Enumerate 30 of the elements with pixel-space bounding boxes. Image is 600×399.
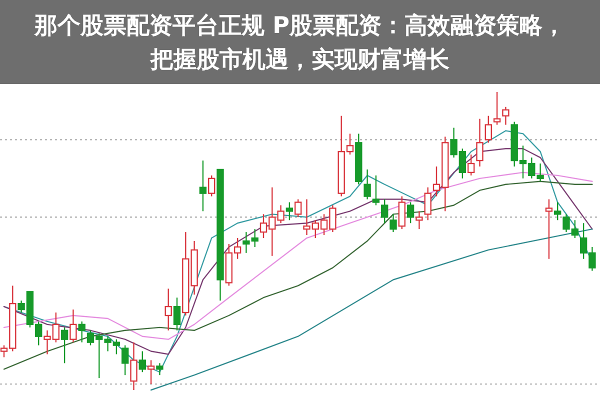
candlestick: [208, 174, 216, 197]
candlestick: [390, 214, 397, 233]
candlestick: [468, 154, 475, 176]
candlestick: [364, 168, 371, 200]
candlestick: [545, 198, 553, 260]
candlestick: [424, 186, 432, 221]
candlestick: [502, 106, 510, 126]
candlestick: [199, 160, 207, 212]
candlestick: [294, 198, 302, 218]
candlestick: [493, 91, 501, 126]
candlestick: [173, 297, 181, 331]
candlestick: [416, 210, 423, 230]
candlestick: [130, 342, 138, 391]
candlestick: [554, 202, 562, 221]
candlestick: [406, 202, 414, 224]
candlestick: [122, 344, 129, 376]
candlestick: [138, 350, 146, 373]
candlestick: [476, 118, 484, 168]
candlestick: [147, 360, 155, 385]
candlestick: [156, 362, 164, 376]
candlestick: [398, 196, 406, 230]
candlestick: [484, 115, 492, 144]
candlestick: [381, 198, 388, 224]
candlestick: [372, 174, 380, 206]
chart-title: 那个股票配资平台正规 P股票配资：高效融资策略，把握股市机遇，实现财富增长: [34, 12, 566, 73]
candlestick: [60, 326, 68, 364]
candlestick: [70, 308, 77, 343]
candlestick: [164, 288, 172, 331]
candlestick: [78, 320, 86, 343]
candlestick: [286, 202, 294, 221]
